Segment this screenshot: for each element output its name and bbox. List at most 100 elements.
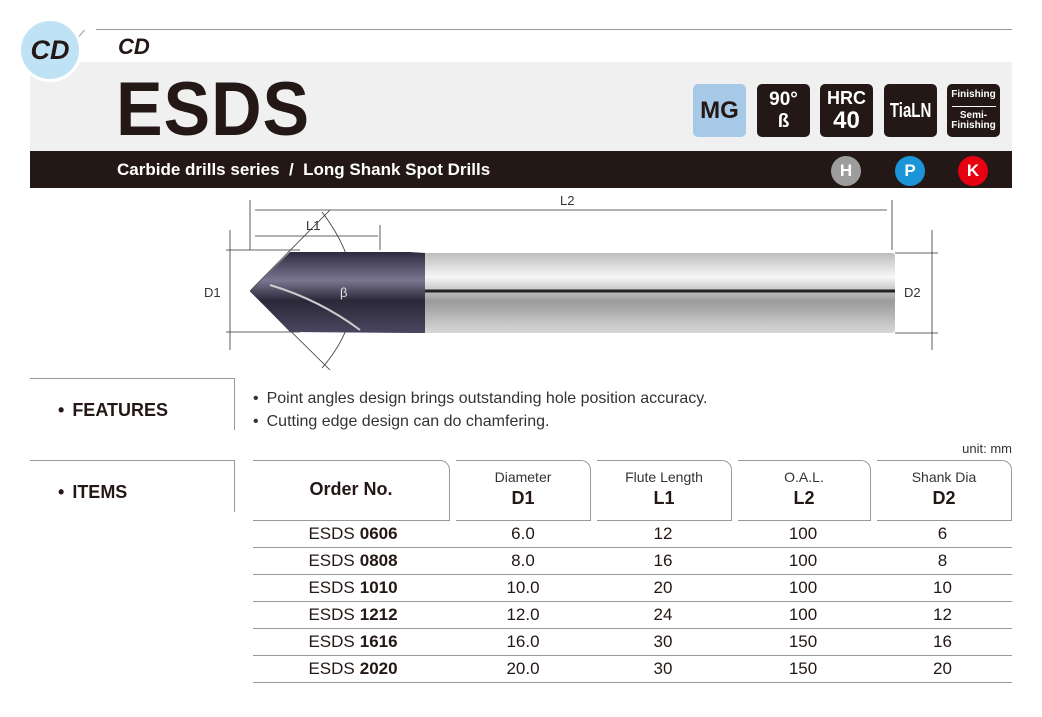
column-header-d2: Shank Dia D2	[877, 460, 1012, 521]
column-symbol: D1	[511, 488, 535, 508]
order-code: 1010	[359, 577, 398, 597]
badge-label: 40	[833, 106, 860, 134]
feature-item: Point angles design brings outstanding h…	[253, 390, 708, 408]
cell-l1: 12	[653, 523, 673, 543]
cell-d2: 10	[933, 577, 952, 597]
cell-l2: 100	[788, 523, 818, 543]
badge-hrc: HRC 40	[820, 84, 873, 137]
order-prefix: ESDS	[308, 631, 355, 651]
label-l2: L2	[560, 193, 574, 208]
label-l1: L1	[306, 218, 320, 233]
flute	[250, 252, 425, 333]
table-row: ESDS 0808 8.0 16 100 8	[253, 547, 1012, 575]
cell-d2: 20	[933, 658, 952, 678]
label-d1: D1	[204, 285, 221, 300]
cell-l2: 150	[788, 631, 818, 651]
cell-l2: 100	[788, 604, 818, 624]
badge-finishing: Finishing Semi-Finishing	[947, 84, 1000, 137]
features-heading: FEATURES	[58, 400, 168, 421]
subtitle: Carbide drills series / Long Shank Spot …	[117, 160, 491, 179]
divider	[30, 460, 235, 461]
order-no: ESDS 0606	[253, 524, 453, 544]
material-p-icon: P	[895, 156, 925, 186]
table-row: ESDS 2020 20.0 30 150 20	[253, 655, 1012, 683]
column-label: Flute Length	[625, 469, 703, 485]
category-label: CD	[118, 34, 150, 59]
order-prefix: ESDS	[308, 658, 355, 678]
column-header-l2: O.A.L. L2	[738, 460, 871, 521]
order-code: 1212	[359, 604, 398, 624]
column-label: O.A.L.	[784, 469, 824, 485]
order-no: ESDS 2020	[253, 659, 453, 679]
cell-l1: 24	[653, 604, 673, 624]
cell-l2: 100	[788, 577, 818, 597]
column-label: Shank Dia	[911, 469, 977, 485]
shank	[410, 253, 895, 333]
order-code: 0808	[359, 550, 398, 570]
divider	[96, 29, 1012, 30]
tool-drawing: L2 L1 D1 D2 β	[204, 193, 938, 371]
order-no: ESDS 1212	[253, 605, 453, 625]
divider	[234, 460, 235, 512]
badge-label: 90°	[769, 89, 798, 110]
cell-l1: 30	[653, 658, 673, 678]
cell-d1: 16.0	[506, 631, 540, 651]
badge-label: TiaLN	[889, 99, 932, 122]
order-prefix: ESDS	[308, 604, 355, 624]
badge-label: HRC	[827, 87, 866, 108]
label-angle: β	[340, 285, 347, 300]
category-badge: CD	[18, 18, 82, 82]
column-symbol: L2	[793, 488, 815, 508]
cell-l1: 30	[653, 631, 673, 651]
label-d2: D2	[904, 285, 921, 300]
column-symbol: L1	[653, 488, 675, 508]
cell-l1: 16	[653, 550, 673, 570]
badge-angle: 90° ß	[757, 84, 810, 137]
cell-d1: 8.0	[511, 550, 535, 570]
column-header-d1: Diameter D1	[456, 460, 591, 521]
table-row: ESDS 1616 16.0 30 150 16	[253, 628, 1012, 656]
order-prefix: ESDS	[308, 523, 355, 543]
cell-l1: 20	[653, 577, 673, 597]
order-no: ESDS 0808	[253, 551, 453, 571]
divider	[234, 378, 235, 430]
column-label: Diameter	[494, 469, 552, 485]
order-prefix: ESDS	[308, 577, 355, 597]
column-header-order: Order No.	[253, 460, 450, 521]
cell-d1: 6.0	[511, 523, 535, 543]
order-code: 1616	[359, 631, 398, 651]
order-no: ESDS 1010	[253, 578, 453, 598]
order-no: ESDS 1616	[253, 632, 453, 652]
cell-d1: 20.0	[506, 658, 540, 678]
badge-label: Finishing	[951, 89, 996, 100]
badge-label: MG	[700, 96, 739, 124]
items-heading: ITEMS	[58, 482, 127, 503]
column-header-l1: Flute Length L1	[597, 460, 732, 521]
order-code: 2020	[359, 658, 398, 678]
column-symbol: D2	[932, 488, 956, 508]
zigzag-icon	[951, 100, 996, 107]
badge-label: Semi-Finishing	[951, 110, 996, 131]
cell-d1: 12.0	[506, 604, 540, 624]
badge-label: ß	[777, 111, 790, 132]
cell-l2: 100	[788, 550, 818, 570]
table-row: ESDS 1010 10.0 20 100 10	[253, 574, 1012, 602]
unit-label: unit: mm	[962, 441, 1012, 456]
page-title: ESDS	[116, 67, 311, 152]
cell-d1: 10.0	[506, 577, 540, 597]
badge-mg: MG	[693, 84, 746, 137]
material-k-icon: K	[958, 156, 988, 186]
divider	[30, 378, 235, 379]
cell-d2: 8	[937, 550, 948, 570]
cell-d2: 6	[937, 523, 948, 543]
order-prefix: ESDS	[308, 550, 355, 570]
badge-coating: TiaLN	[884, 84, 937, 137]
table-row: ESDS 0606 6.0 12 100 6	[253, 520, 1012, 548]
cell-d2: 16	[933, 631, 952, 651]
order-code: 0606	[359, 523, 398, 543]
table-row: ESDS 1212 12.0 24 100 12	[253, 601, 1012, 629]
material-h-icon: H	[831, 156, 861, 186]
feature-item: Cutting edge design can do chamfering.	[253, 413, 550, 431]
cell-d2: 12	[933, 604, 952, 624]
cell-l2: 150	[788, 658, 818, 678]
